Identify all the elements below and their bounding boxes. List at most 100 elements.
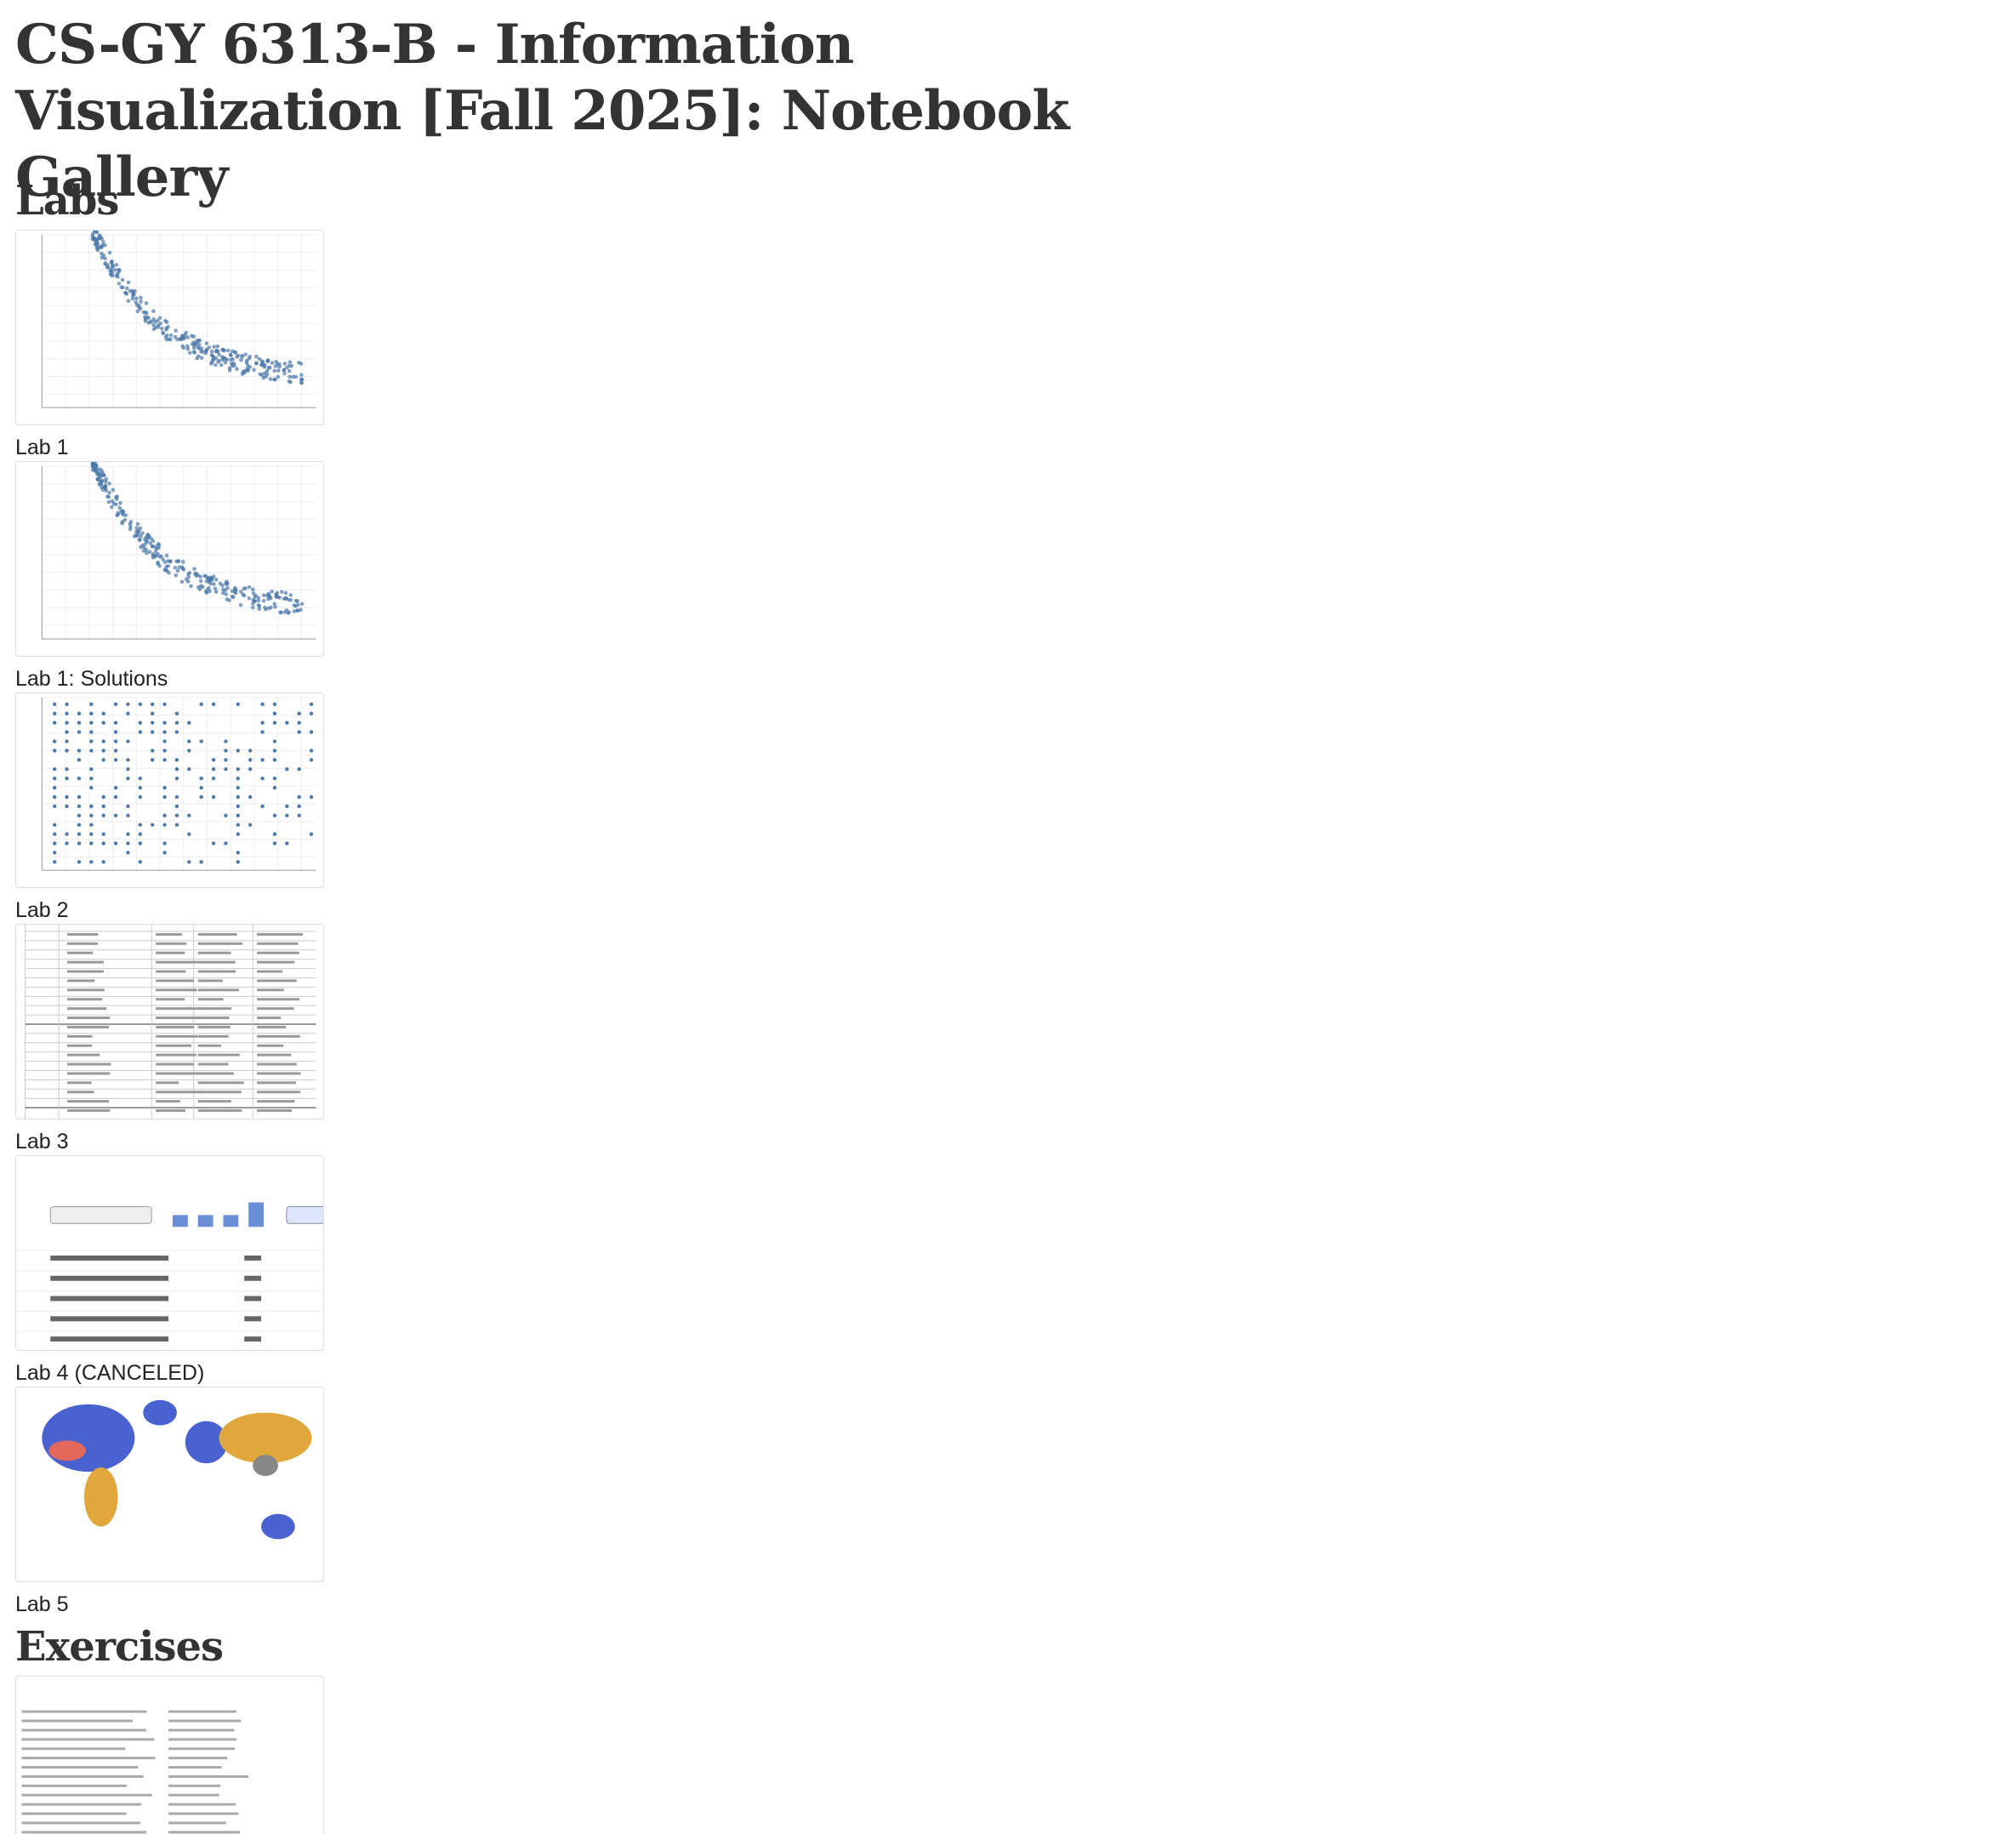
shape xyxy=(156,1017,201,1019)
shape xyxy=(168,560,173,564)
shape xyxy=(224,841,227,845)
shape xyxy=(22,1766,139,1768)
shape xyxy=(257,961,294,964)
shape xyxy=(225,592,229,596)
shape xyxy=(151,823,154,826)
shape xyxy=(193,350,197,355)
shape xyxy=(114,814,117,817)
shape xyxy=(257,1072,300,1074)
thumbnail xyxy=(15,461,324,657)
shape xyxy=(156,1026,194,1028)
shape xyxy=(48,1440,86,1461)
notebook-card[interactable]: Lab 5 xyxy=(15,1387,709,1618)
shape xyxy=(260,758,264,761)
shape xyxy=(248,1203,264,1227)
shape xyxy=(98,246,102,250)
shape xyxy=(187,749,191,752)
shape xyxy=(151,309,156,313)
shape xyxy=(139,823,142,826)
notebook-card[interactable]: Lab 3 xyxy=(15,924,709,1155)
shape xyxy=(156,961,198,964)
shape xyxy=(231,357,235,362)
shape xyxy=(244,1296,261,1301)
shape xyxy=(102,712,105,715)
shape xyxy=(244,1336,261,1341)
shape xyxy=(257,1007,293,1010)
notebook-card[interactable]: Lab 1 xyxy=(15,230,709,461)
shape xyxy=(181,560,185,564)
shape xyxy=(260,703,264,706)
shape xyxy=(236,703,240,706)
shape xyxy=(165,333,169,338)
shape xyxy=(273,786,276,789)
shape xyxy=(101,240,105,244)
shape xyxy=(284,591,288,595)
shape xyxy=(103,243,107,248)
shape xyxy=(128,289,133,293)
shape xyxy=(50,1336,168,1341)
shape xyxy=(224,739,227,743)
shape xyxy=(198,952,231,954)
shape xyxy=(198,1215,214,1227)
shape xyxy=(259,362,264,367)
shape xyxy=(198,988,239,991)
shape xyxy=(89,823,93,826)
shape xyxy=(67,1072,110,1074)
shape xyxy=(236,851,240,854)
shape xyxy=(135,533,140,538)
shape xyxy=(187,767,191,771)
shape xyxy=(257,1109,292,1112)
notebook-card[interactable]: Lab 1: Solutions xyxy=(15,461,709,692)
shape xyxy=(114,703,117,706)
shape xyxy=(236,805,240,808)
shape xyxy=(77,860,81,863)
shape xyxy=(224,356,228,361)
shape xyxy=(299,381,304,385)
shape xyxy=(94,466,98,470)
shape xyxy=(156,1063,194,1066)
notebook-card[interactable]: Lab 4 (CANCELED) xyxy=(15,1155,709,1387)
shape xyxy=(89,841,93,845)
shape xyxy=(114,786,117,789)
shape xyxy=(126,814,129,817)
shape xyxy=(139,777,142,780)
shape xyxy=(260,777,264,780)
shape xyxy=(139,730,142,733)
shape xyxy=(239,603,243,607)
shape xyxy=(145,539,149,544)
shape xyxy=(267,607,271,611)
shape xyxy=(187,832,191,835)
shape xyxy=(168,1822,226,1825)
shape xyxy=(67,1100,109,1102)
notebook-card[interactable]: Lab 2 xyxy=(15,692,709,924)
card-caption: Lab 5 xyxy=(15,1591,709,1618)
shape xyxy=(168,1757,227,1759)
shape xyxy=(22,1831,147,1833)
shape xyxy=(199,584,203,588)
shape xyxy=(257,1017,281,1019)
shape xyxy=(235,367,239,371)
notebook-card[interactable]: Exercise 1: Visualization critique and b… xyxy=(15,1676,709,1834)
shape xyxy=(151,758,154,761)
shape xyxy=(114,795,117,799)
shape xyxy=(282,372,287,376)
shape xyxy=(126,851,129,854)
shape xyxy=(225,586,230,590)
section-heading: Labs xyxy=(15,172,709,230)
thumbnail xyxy=(15,1387,324,1582)
shape xyxy=(67,971,104,973)
shape xyxy=(156,1109,185,1112)
card-caption: Lab 1: Solutions xyxy=(15,665,709,692)
shape xyxy=(77,805,81,808)
shape xyxy=(67,1081,92,1084)
shape xyxy=(243,586,248,590)
shape xyxy=(42,1404,134,1472)
shape xyxy=(310,730,313,733)
shape xyxy=(162,786,166,789)
shape xyxy=(168,1711,236,1713)
shape xyxy=(156,943,186,945)
shape xyxy=(248,795,252,799)
shape xyxy=(241,593,245,597)
shape xyxy=(271,361,275,365)
shape xyxy=(114,739,117,743)
